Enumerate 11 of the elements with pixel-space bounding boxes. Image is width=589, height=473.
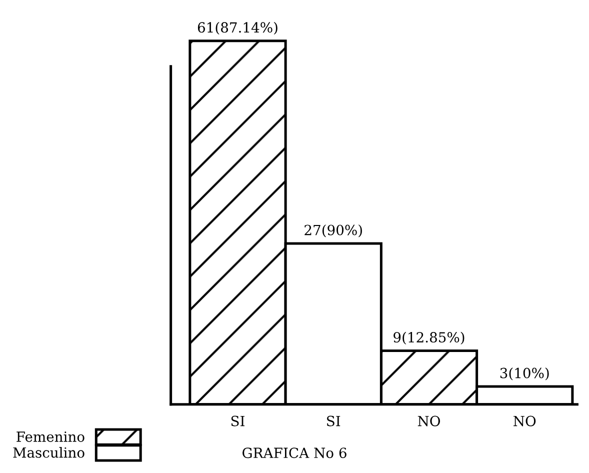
x-tick-label: NO (514, 416, 536, 426)
x-tick-label: SI (327, 416, 340, 426)
data-label: 61(87.14%) (198, 22, 278, 35)
x-tick-label: NO (418, 416, 440, 426)
legend-label: Femenino (16, 432, 84, 442)
x-tick-label: SI (231, 416, 244, 426)
legend-label: Masculino (13, 447, 84, 458)
data-label: 9(12.85%) (394, 332, 464, 344)
text: GRAFICA No 6 (242, 448, 346, 458)
data-label: 3(10%) (500, 368, 549, 380)
data-label: 27(90%) (304, 224, 362, 238)
